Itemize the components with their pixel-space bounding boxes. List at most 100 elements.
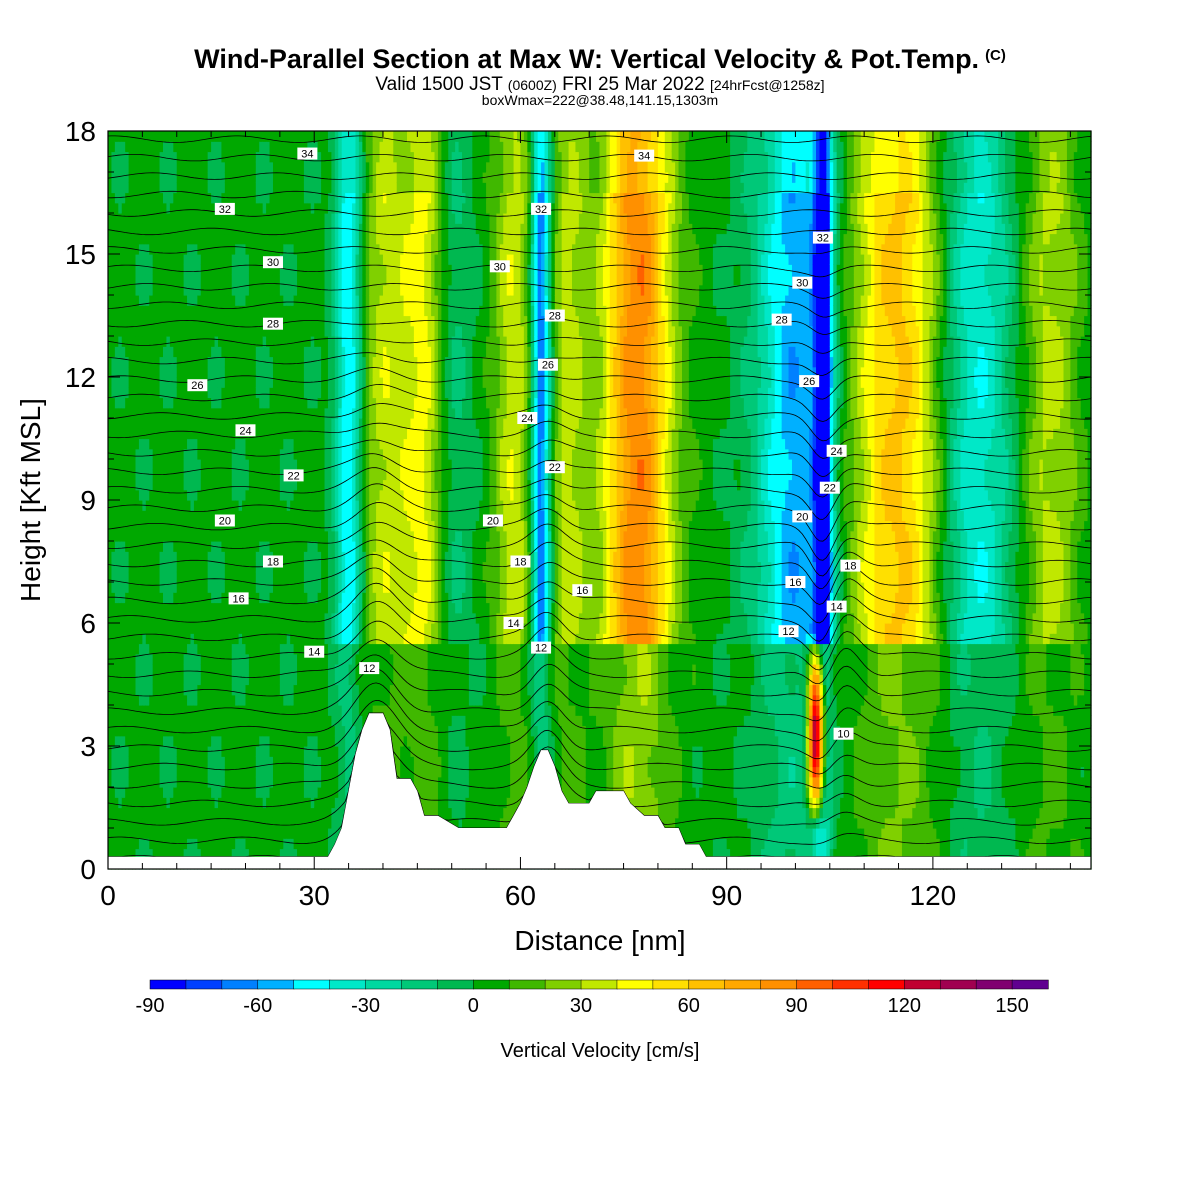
velocity-cell — [194, 449, 198, 460]
velocity-cell — [160, 797, 164, 808]
velocity-cell — [129, 182, 133, 193]
velocity-cell — [139, 828, 143, 839]
velocity-cell — [215, 787, 219, 798]
velocity-cell — [221, 572, 225, 583]
velocity-cell — [204, 664, 208, 675]
velocity-cell — [170, 162, 174, 173]
velocity-cell — [197, 664, 201, 675]
velocity-cell — [276, 398, 280, 409]
velocity-cell — [304, 736, 308, 747]
velocity-cell — [280, 521, 284, 532]
velocity-cell — [300, 787, 304, 798]
velocity-cell — [166, 603, 170, 614]
velocity-cell — [328, 808, 332, 819]
velocity-cell — [325, 777, 329, 788]
velocity-cell — [204, 336, 208, 347]
velocity-cell — [331, 213, 335, 224]
velocity-cell — [249, 592, 253, 603]
velocity-cell — [149, 254, 153, 265]
velocity-cell — [139, 162, 143, 173]
velocity-cell — [135, 254, 139, 265]
velocity-cell — [111, 398, 115, 409]
velocity-cell — [311, 480, 315, 491]
velocity-cell — [273, 162, 277, 173]
velocity-cell — [307, 500, 311, 511]
velocity-cell — [218, 408, 222, 419]
velocity-cell — [263, 459, 267, 470]
velocity-cell — [208, 254, 212, 265]
velocity-cell — [232, 162, 236, 173]
velocity-cell — [115, 254, 119, 265]
velocity-cell — [201, 326, 205, 337]
velocity-cell — [321, 264, 325, 275]
velocity-cell — [118, 182, 122, 193]
velocity-cell — [208, 295, 212, 306]
velocity-cell — [304, 346, 308, 357]
velocity-cell — [239, 551, 243, 562]
velocity-cell — [111, 808, 115, 819]
velocity-cell — [259, 141, 263, 152]
velocity-cell — [259, 613, 263, 624]
velocity-cell — [156, 787, 160, 798]
velocity-cell — [228, 367, 232, 378]
velocity-cell — [266, 572, 270, 583]
velocity-cell — [256, 746, 260, 757]
velocity-cell — [287, 736, 291, 747]
velocity-cell — [190, 357, 194, 368]
velocity-cell — [166, 818, 170, 829]
velocity-cell — [215, 592, 219, 603]
velocity-cell — [300, 428, 304, 439]
velocity-cell — [170, 459, 174, 470]
velocity-cell — [190, 603, 194, 614]
velocity-cell — [338, 234, 342, 245]
velocity-cell — [225, 244, 229, 255]
velocity-cell — [153, 264, 157, 275]
velocity-cell — [311, 182, 315, 193]
velocity-cell — [300, 685, 304, 696]
velocity-cell — [311, 244, 315, 255]
velocity-cell — [108, 623, 112, 634]
velocity-cell — [142, 613, 146, 624]
velocity-cell — [325, 264, 329, 275]
velocity-cell — [263, 572, 267, 583]
velocity-cell — [166, 756, 170, 767]
velocity-cell — [215, 613, 219, 624]
velocity-cell — [280, 500, 284, 511]
velocity-cell — [297, 726, 301, 737]
velocity-cell — [314, 797, 318, 808]
velocity-cell — [166, 480, 170, 491]
velocity-cell — [173, 459, 177, 470]
velocity-cell — [297, 295, 301, 306]
velocity-cell — [221, 808, 225, 819]
velocity-cell — [245, 633, 249, 644]
velocity-cell — [177, 685, 181, 696]
velocity-cell — [270, 582, 274, 593]
velocity-cell — [225, 408, 229, 419]
velocity-cell — [190, 705, 194, 716]
velocity-cell — [146, 551, 150, 562]
velocity-cell — [208, 787, 212, 798]
velocity-cell — [273, 285, 277, 296]
velocity-cell — [307, 531, 311, 542]
velocity-cell — [249, 644, 253, 655]
velocity-cell — [283, 490, 287, 501]
velocity-cell — [280, 141, 284, 152]
velocity-cell — [245, 152, 249, 163]
velocity-cell — [235, 326, 239, 337]
velocity-cell — [266, 387, 270, 398]
velocity-cell — [276, 726, 280, 737]
velocity-cell — [170, 541, 174, 552]
velocity-cell — [135, 449, 139, 460]
velocity-cell — [211, 469, 215, 480]
velocity-cell — [266, 510, 270, 521]
velocity-cell — [294, 203, 298, 214]
velocity-cell — [225, 572, 229, 583]
velocity-cell — [146, 756, 150, 767]
velocity-cell — [311, 326, 315, 337]
velocity-cell — [111, 787, 115, 798]
velocity-cell — [342, 152, 346, 163]
velocity-cell — [314, 480, 318, 491]
velocity-cell — [135, 418, 139, 429]
velocity-cell — [208, 767, 212, 778]
velocity-cell — [149, 449, 153, 460]
